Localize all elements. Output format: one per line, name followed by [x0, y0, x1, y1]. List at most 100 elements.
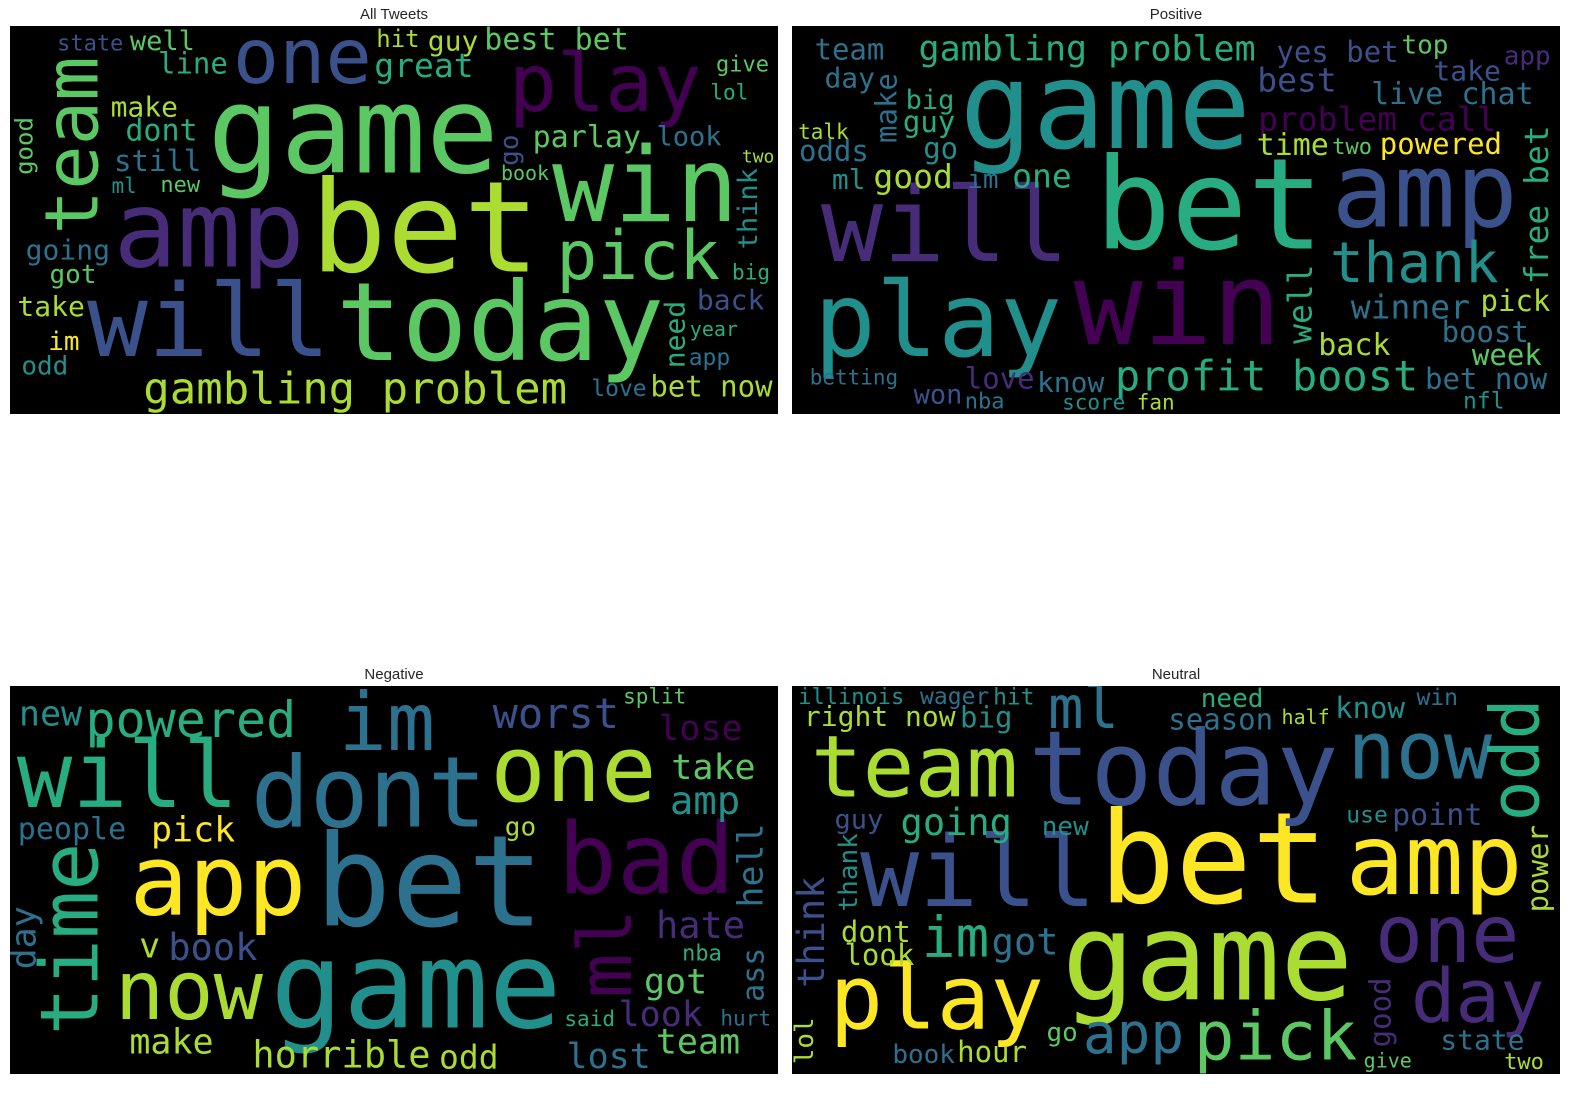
word-best: best	[1257, 61, 1336, 100]
word-talk: talk	[798, 120, 849, 144]
word-new: new	[1042, 812, 1089, 842]
word-day: day	[1411, 954, 1545, 1040]
word-play: play	[829, 946, 1043, 1050]
word-know: know	[1037, 366, 1105, 399]
chart-title: Positive	[1149, 6, 1203, 23]
word-top: top	[1402, 30, 1449, 60]
word-hit: hit	[376, 26, 419, 53]
word-guy: guy	[835, 804, 884, 835]
word-back: back	[697, 284, 765, 317]
word-bet-now: bet now	[1425, 362, 1548, 396]
word-look: look	[656, 122, 721, 153]
word-gambling-problem: gambling problem	[919, 30, 1256, 70]
word-go: go	[495, 135, 525, 166]
word-one: one	[1012, 156, 1072, 195]
chart-title: Negative	[364, 666, 424, 683]
word-horrible: horrible	[252, 1033, 430, 1074]
word-people: people	[18, 812, 126, 847]
word-problem-call: problem call	[1258, 99, 1496, 138]
wordcloud-area: bet game today will amp play team now one day odd p…	[792, 686, 1560, 1074]
word-need: need	[658, 301, 691, 368]
chart-title: Neutral	[1151, 666, 1201, 683]
word-well: well	[130, 26, 195, 57]
word-bad: bad	[558, 803, 735, 917]
word-got: got	[644, 962, 707, 1002]
word-thank: thank	[834, 833, 864, 912]
word-new: new	[19, 694, 83, 734]
word-guy: guy	[428, 26, 479, 58]
word-bet: bet	[310, 153, 539, 301]
word-big: big	[906, 85, 955, 116]
word-profit-boost: profit boost	[1115, 351, 1418, 400]
word-need: need	[1201, 686, 1264, 714]
word-ml: ml	[1048, 686, 1119, 742]
word-good: good	[1363, 977, 1397, 1047]
word-nfl: nfl	[1463, 388, 1505, 414]
word-half: half	[1282, 705, 1330, 729]
word-look: look	[844, 938, 914, 972]
word-odd: odd	[439, 1038, 499, 1074]
word-day: day	[10, 906, 45, 969]
word-thank: thank	[1330, 231, 1499, 296]
word-worst: worst	[493, 689, 619, 738]
word-will: will	[87, 262, 330, 380]
word-play: play	[814, 261, 1062, 381]
panel-all-tweets: All Tweets bet game today amp win will play one…	[10, 6, 778, 416]
word-one: one	[1375, 888, 1520, 981]
word-right-now: right now	[804, 700, 956, 733]
word-take: take	[1433, 54, 1500, 87]
word-going: going	[26, 233, 110, 266]
word-going: going	[901, 801, 1012, 844]
word-v: v	[139, 927, 160, 967]
word-amp: amp	[670, 779, 740, 824]
word-day: day	[824, 62, 875, 95]
word-ass: ass	[737, 948, 772, 1002]
word-won: won	[914, 379, 963, 410]
word-two: two	[742, 146, 775, 167]
word-pick: pick	[1481, 284, 1551, 318]
word-state: state	[1440, 1023, 1524, 1056]
wordcloud-area: bet game app dont bad will one now time im ml power…	[10, 686, 778, 1074]
word-go: go	[923, 132, 958, 166]
word-back: back	[1318, 328, 1390, 363]
word-still: still	[114, 144, 201, 178]
word-gambling-problem: gambling problem	[143, 363, 567, 414]
word-bet: bet	[1095, 131, 1324, 279]
word-time: time	[23, 843, 116, 1036]
word-im: im	[967, 165, 998, 195]
word-week: week	[1472, 338, 1542, 372]
word-im: im	[48, 327, 79, 357]
word-know: know	[1335, 691, 1405, 725]
word-great: great	[374, 46, 473, 85]
word-dont: dont	[841, 915, 911, 949]
word-season: season	[1168, 702, 1273, 736]
word-im: im	[922, 905, 989, 970]
word-app: app	[689, 345, 731, 371]
word-winner: winner	[1351, 287, 1470, 326]
word-pick: pick	[151, 811, 235, 851]
word-pick: pick	[1194, 997, 1358, 1074]
word-take: take	[17, 290, 84, 323]
word-hour: hour	[957, 1035, 1027, 1069]
word-best-bet: best bet	[484, 26, 629, 58]
word-amp: amp	[1332, 132, 1518, 252]
word-love: love	[965, 362, 1035, 396]
word-two: two	[1332, 135, 1372, 160]
word-powered: powered	[1380, 127, 1502, 161]
word-app: app	[1083, 1002, 1184, 1067]
word-team: team	[811, 718, 1018, 818]
word-odd: odd	[21, 352, 68, 382]
word-yes-bet: yes bet	[1276, 35, 1398, 69]
word-lose: lose	[658, 709, 742, 749]
word-said: said	[564, 1007, 615, 1031]
word-one: one	[233, 26, 372, 102]
word-got: got	[50, 260, 97, 290]
word-give: give	[1364, 1048, 1412, 1072]
word-hell: hell	[732, 823, 772, 907]
word-got: got	[992, 921, 1059, 964]
word-give: give	[716, 52, 769, 77]
word-im: im	[339, 686, 435, 769]
word-team: team	[656, 1023, 740, 1063]
word-hit: hit	[993, 686, 1035, 710]
